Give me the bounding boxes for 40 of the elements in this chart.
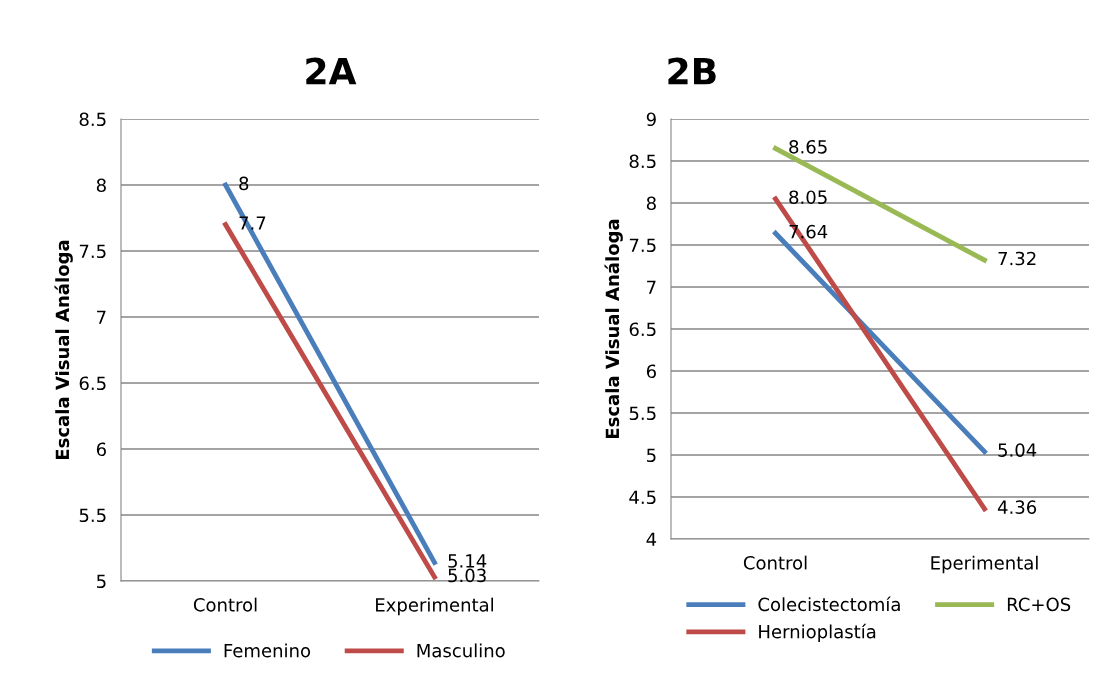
data-label: 5.14 [448,554,487,568]
y-tick-label: 9 [646,112,656,127]
y-tick-label: 8.5 [79,112,106,127]
y-tick-label: 7 [647,280,656,294]
y-tick-label: 4.5 [629,490,656,505]
y-tick-label: 5.5 [629,406,656,421]
legend-label: Femenino [224,643,311,658]
y-tick-label: 6 [646,364,656,379]
data-label: 8.05 [789,190,827,205]
y-tick-label: 5.5 [79,508,106,523]
data-label: 8.65 [789,139,827,154]
y-tick-label: 6.5 [629,322,656,337]
y-tick-label: 7.5 [629,238,656,253]
y-tick-label: 8.5 [629,154,656,169]
legend-label: Masculino [417,643,505,658]
y-tick-label: 6.5 [79,376,106,391]
legend-label: Hernioplastía [759,623,876,642]
legend-label: RC+OS [1007,597,1071,612]
y-tick-label: 8 [646,196,656,211]
x-tick-label: Experimental [376,597,494,616]
y-tick-label: 4 [646,532,657,546]
legend-label: Colecistectomía [758,596,900,612]
y-tick-label: 5 [97,574,106,589]
y-tick-label: 6 [96,442,106,457]
x-tick-label: Control [193,597,257,612]
chart-title: 2B [668,57,716,85]
data-label: 5.04 [998,443,1037,457]
x-tick-label: Control [743,555,807,570]
y-axis-title: Escala Visual Análoga [54,240,73,460]
y-tick-label: 5 [647,448,656,463]
data-label: 7.32 [998,251,1036,266]
chart-title: 2A [306,57,357,85]
y-axis-title: Escala Visual Análoga [604,219,623,439]
data-label: 5.03 [448,568,486,583]
x-tick-label: Eperimental [931,555,1038,574]
y-tick-label: 7 [97,310,106,324]
data-label: 4.36 [997,500,1037,514]
y-tick-label: 8 [96,178,106,193]
y-tick-label: 7.5 [79,244,106,259]
data-label: 8 [239,176,249,191]
